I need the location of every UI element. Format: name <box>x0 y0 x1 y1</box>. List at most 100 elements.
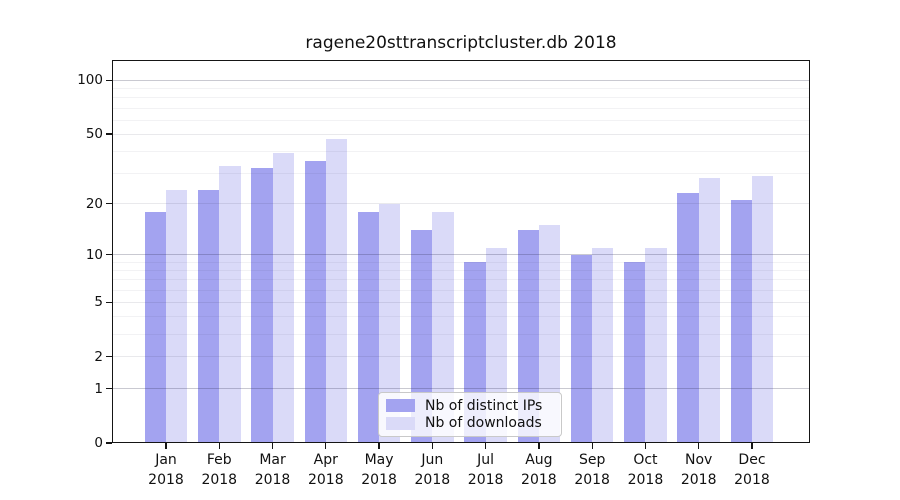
gridline-6 <box>112 289 810 291</box>
x-tick-label-sep: Sep 2018 <box>560 450 624 490</box>
bar-ips-oct <box>624 262 646 443</box>
x-tick-label-apr: Apr 2018 <box>294 450 358 490</box>
x-tick-label-aug: Aug 2018 <box>507 450 571 490</box>
x-tick-mark-sep <box>591 443 593 449</box>
legend-swatch-ips <box>386 399 415 413</box>
x-tick-mark-mar <box>271 443 274 449</box>
gridline-70 <box>112 107 810 109</box>
x-tick-year-jun: 2018 <box>414 472 451 488</box>
x-tick-year-mar: 2018 <box>254 472 291 488</box>
x-tick-mark-apr <box>325 443 327 449</box>
bar-ips-apr <box>304 161 326 443</box>
x-tick-year-jan: 2018 <box>148 472 184 488</box>
legend: Nb of distinct IPs Nb of downloads <box>378 392 562 437</box>
x-tick-mark-oct <box>644 443 647 449</box>
bar-downloads-oct <box>645 247 667 443</box>
gridline-3 <box>112 333 810 335</box>
bar-downloads-feb <box>219 165 241 443</box>
gridline-8 <box>112 269 810 271</box>
gridline-1 <box>112 388 810 390</box>
legend-label-downloads: Nb of downloads <box>425 415 542 432</box>
grid-layer <box>112 60 810 443</box>
bar-ips-jun <box>411 230 433 443</box>
x-tick-year-feb: 2018 <box>201 472 238 488</box>
x-tick-year-apr: 2018 <box>307 472 344 488</box>
plot-area: 0 1 2 5 10 20 50 100 Jan 2018 Feb 2018 Mar 2018 Apr 201… <box>77 60 810 488</box>
x-tick-mark-aug <box>538 443 540 449</box>
gridline-4 <box>112 316 810 318</box>
x-tick-mark-jun <box>431 443 433 449</box>
gridline-10 <box>112 254 810 256</box>
y-tick-label-10: 10 <box>85 246 103 263</box>
chart-title: ragene20sttranscriptcluster.db 2018 <box>305 33 617 53</box>
x-tick-mark-nov <box>698 443 700 449</box>
bar-ips-dec <box>730 200 752 443</box>
x-tick-label-jul: Jul 2018 <box>454 450 518 490</box>
legend-entry-downloads: Nb of downloads <box>386 415 553 431</box>
y-tick-mark-1 <box>106 387 112 390</box>
x-tick-year-oct: 2018 <box>627 472 664 488</box>
gridline-80 <box>112 97 810 99</box>
bar-ips-aug <box>517 230 539 443</box>
gridline-7 <box>112 279 810 281</box>
bar-downloads-jun <box>432 211 454 443</box>
gridline-30 <box>112 172 810 174</box>
x-tick-mark-jul <box>484 443 487 449</box>
y-tick-label-20: 20 <box>85 195 103 212</box>
x-tick-label-dec: Dec 2018 <box>720 450 784 490</box>
bar-downloads-dec <box>751 175 774 443</box>
bar-downloads-apr <box>325 138 348 443</box>
x-tick-year-nov: 2018 <box>680 472 717 488</box>
gridline-50 <box>112 133 810 135</box>
y-tick-mark-2 <box>106 356 112 358</box>
x-tick-mark-jan <box>165 443 167 449</box>
y-tick-mark-10 <box>106 253 112 256</box>
y-tick-label-50: 50 <box>85 126 103 143</box>
bar-ips-sep <box>570 254 593 443</box>
x-tick-year-aug: 2018 <box>521 472 557 488</box>
y-tick-mark-100 <box>106 79 112 82</box>
axes-ticks-layer: 0 1 2 5 10 20 50 100 Jan 2018 Feb 2018 Mar 2018 Apr 201… <box>77 60 810 488</box>
bar-ips-feb <box>197 190 220 443</box>
gridline-9 <box>112 261 810 263</box>
legend-label-ips: Nb of distinct IPs <box>425 397 543 414</box>
x-tick-label-jun: Jun 2018 <box>400 450 464 490</box>
bar-downloads-may <box>379 203 401 443</box>
y-tick-label-5: 5 <box>94 294 103 311</box>
y-tick-mark-50 <box>106 133 112 135</box>
x-tick-year-jul: 2018 <box>467 472 504 488</box>
x-tick-year-sep: 2018 <box>574 472 610 488</box>
bar-downloads-nov <box>698 178 720 443</box>
bar-downloads-sep <box>592 247 614 443</box>
gridline-2 <box>112 356 810 358</box>
bar-ips-nov <box>677 193 699 443</box>
x-tick-label-mar: Mar 2018 <box>241 450 305 490</box>
y-tick-label-0: 0 <box>94 435 103 451</box>
y-tick-label-100: 100 <box>77 72 103 89</box>
x-tick-label-feb: Feb 2018 <box>187 450 251 490</box>
gridline-40 <box>112 150 810 152</box>
bar-ips-jan <box>144 211 166 443</box>
x-tick-mark-dec <box>751 443 753 449</box>
x-tick-mark-may <box>378 443 380 449</box>
gridline-5 <box>112 301 810 303</box>
x-tick-mark-feb <box>218 443 220 449</box>
y-tick-mark-5 <box>106 301 112 303</box>
x-tick-label-oct: Oct 2018 <box>613 450 677 490</box>
y-tick-mark-0 <box>106 442 112 444</box>
gridline-100 <box>112 79 810 81</box>
legend-swatch-downloads <box>386 416 415 430</box>
bar-ips-mar <box>251 168 273 443</box>
gridline-90 <box>112 88 810 90</box>
x-tick-label-jan: Jan 2018 <box>134 450 198 490</box>
bar-downloads-mar <box>272 153 294 443</box>
bar-downloads-aug <box>538 225 561 443</box>
y-tick-label-2: 2 <box>94 348 103 365</box>
y-tick-label-1: 1 <box>94 380 103 397</box>
bar-ips-may <box>357 211 380 443</box>
x-tick-label-nov: Nov 2018 <box>667 450 731 490</box>
bar-downloads-jan <box>166 190 188 443</box>
gridline-60 <box>112 119 810 121</box>
y-tick-mark-20 <box>106 203 112 205</box>
